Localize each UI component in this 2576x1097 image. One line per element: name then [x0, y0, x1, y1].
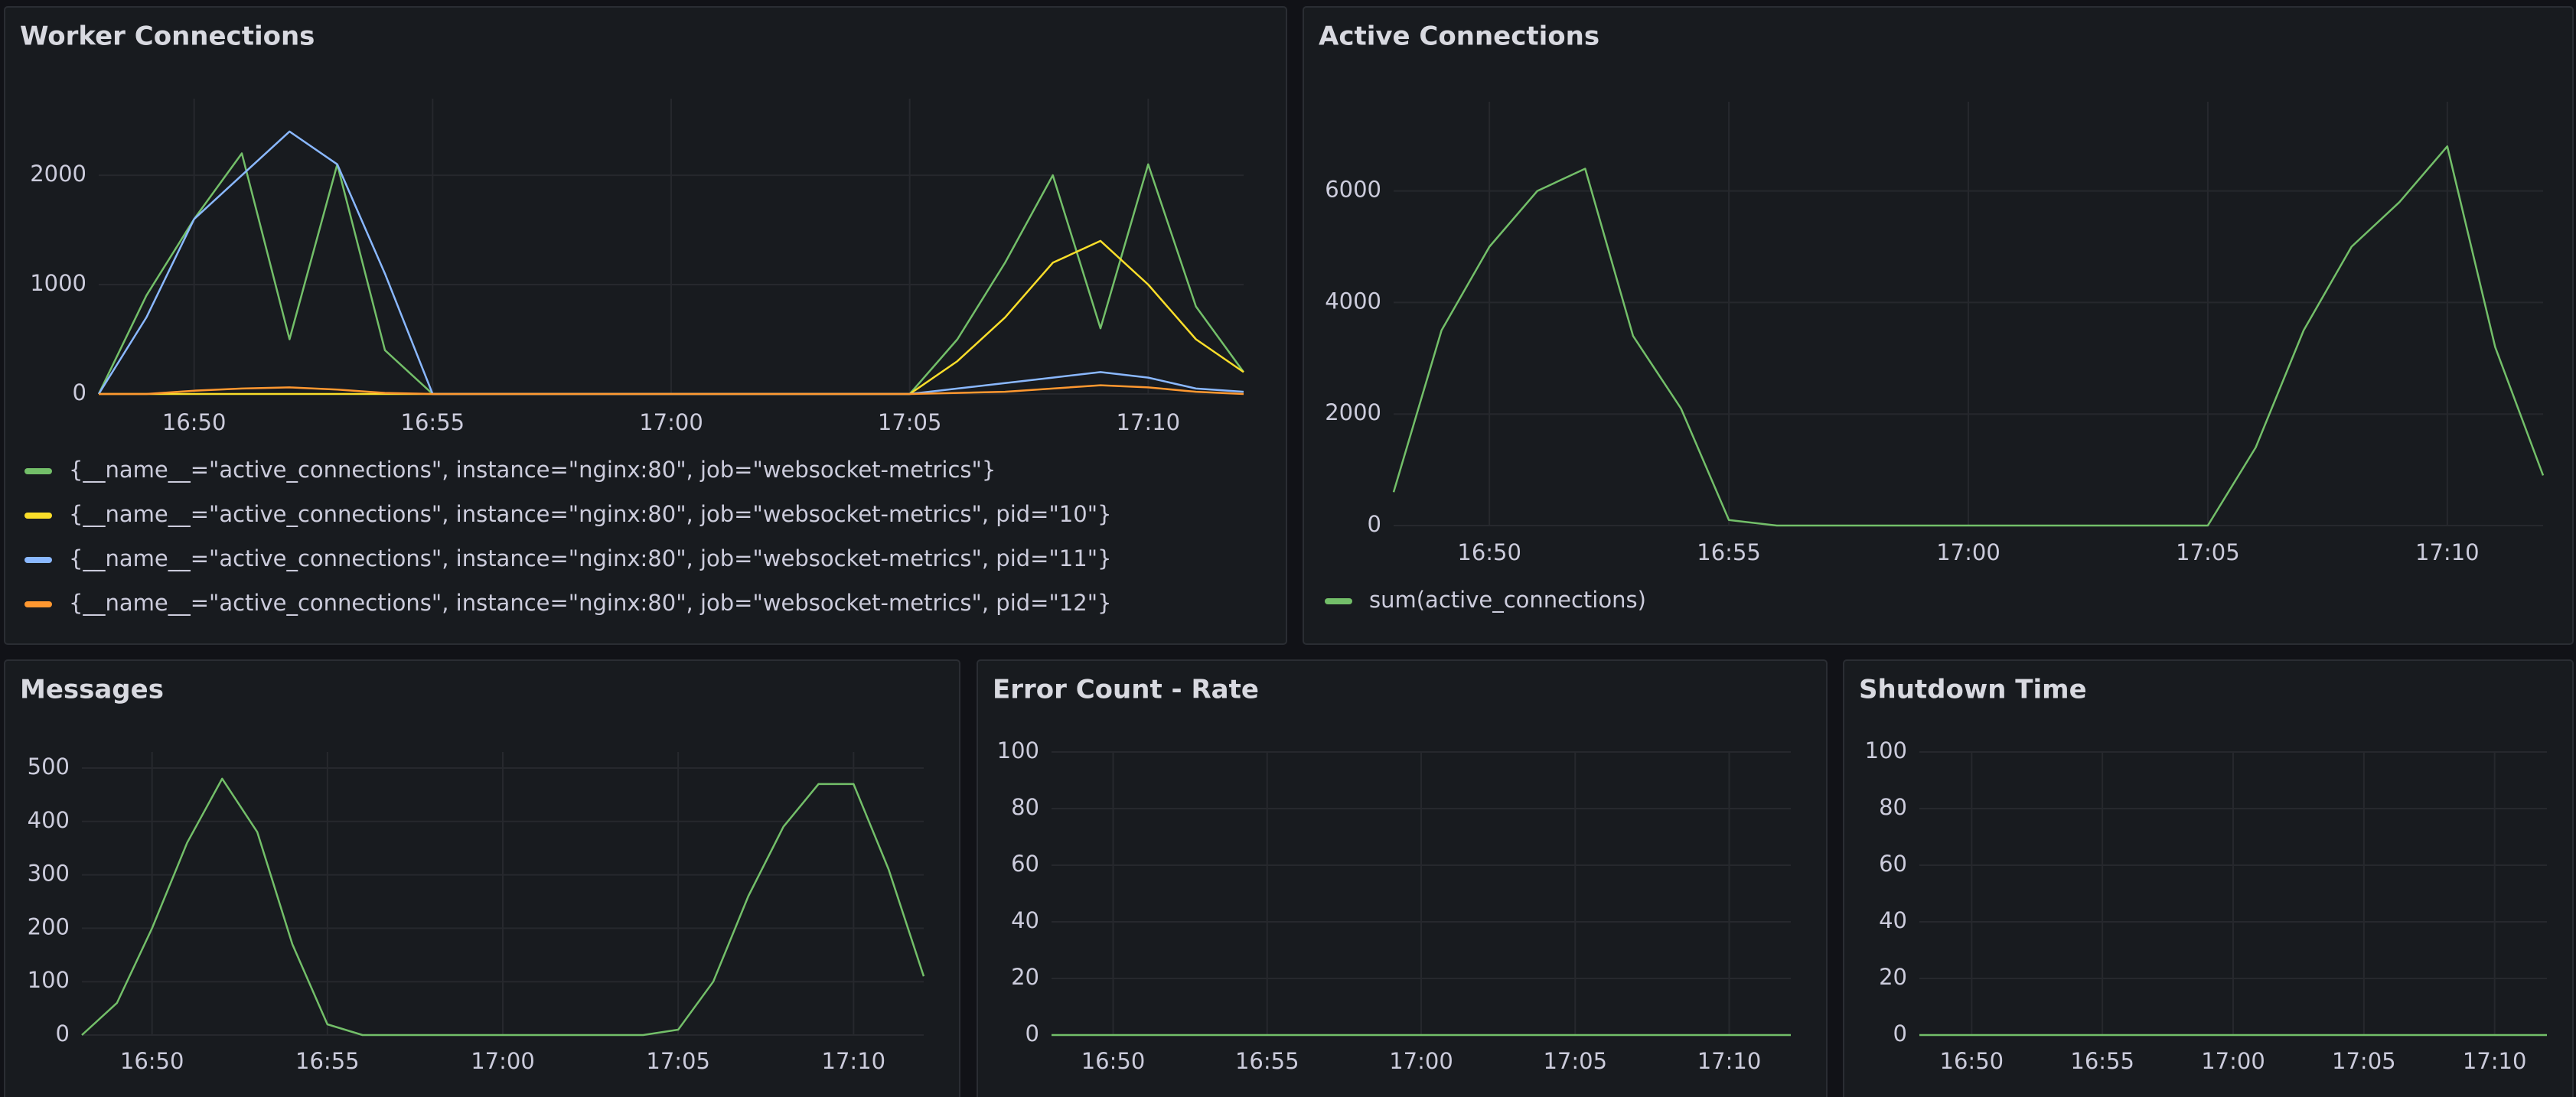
legend-label: {__name__="active_connections", instance…	[69, 457, 996, 483]
panel-title: Shutdown Time	[1859, 675, 2087, 705]
panel	[1303, 6, 2574, 645]
y-tick-label: 1000	[30, 270, 86, 296]
y-tick-label: 80	[1011, 794, 1039, 820]
y-tick-label: 20	[1011, 964, 1039, 990]
y-tick-label: 500	[28, 754, 70, 780]
panel	[4, 6, 1287, 645]
y-tick-label: 300	[28, 861, 70, 887]
y-tick-label: 100	[28, 967, 70, 993]
panel-title: Messages	[20, 675, 164, 705]
y-tick-label: 100	[997, 737, 1039, 763]
panel	[1843, 659, 2574, 1097]
panel-title: Error Count - Rate	[993, 675, 1259, 705]
x-tick-label: 17:10	[2463, 1048, 2527, 1074]
y-tick-label: 40	[1011, 907, 1039, 933]
legend-label: {__name__="active_connections", instance…	[69, 501, 1112, 527]
x-tick-label: 16:55	[1697, 539, 1761, 565]
x-tick-label: 16:50	[120, 1048, 184, 1074]
legend-label: {__name__="active_connections", instance…	[69, 545, 1112, 571]
y-tick-label: 0	[56, 1021, 70, 1047]
y-tick-label: 80	[1879, 794, 1907, 820]
panel-title: Active Connections	[1319, 21, 1599, 52]
x-tick-label: 17:10	[1697, 1048, 1762, 1074]
legend-label: sum(active_connections)	[1369, 587, 1646, 613]
y-tick-label: 4000	[1325, 288, 1381, 314]
x-tick-label: 17:05	[2332, 1048, 2396, 1074]
x-tick-label: 16:55	[1235, 1048, 1299, 1074]
panel-title: Worker Connections	[20, 21, 315, 52]
x-tick-label: 17:05	[1543, 1048, 1607, 1074]
y-tick-label: 40	[1879, 907, 1907, 933]
y-tick-label: 100	[1865, 737, 1907, 763]
x-tick-label: 17:05	[646, 1048, 710, 1074]
y-tick-label: 20	[1879, 964, 1907, 990]
y-tick-label: 2000	[1325, 399, 1381, 425]
y-tick-label: 400	[28, 807, 70, 833]
x-tick-label: 17:05	[2176, 539, 2240, 565]
x-tick-label: 16:50	[1940, 1048, 2004, 1074]
y-tick-label: 200	[28, 913, 70, 939]
x-tick-label: 17:05	[878, 409, 942, 435]
y-tick-label: 2000	[30, 161, 86, 187]
x-tick-label: 17:00	[639, 409, 703, 435]
x-tick-label: 16:50	[1457, 539, 1521, 565]
x-tick-label: 17:10	[822, 1048, 886, 1074]
x-tick-label: 17:00	[1389, 1048, 1453, 1074]
y-tick-label: 0	[1368, 511, 1381, 537]
y-tick-label: 6000	[1325, 177, 1381, 203]
x-tick-label: 16:50	[1081, 1048, 1146, 1074]
y-tick-label: 60	[1879, 851, 1907, 877]
x-tick-label: 17:00	[2201, 1048, 2265, 1074]
x-tick-label: 16:55	[295, 1048, 360, 1074]
x-tick-label: 16:55	[2070, 1048, 2134, 1074]
y-tick-label: 0	[1893, 1021, 1907, 1047]
series-line	[81, 777, 925, 1037]
panel	[977, 659, 1828, 1097]
x-tick-label: 16:55	[401, 409, 465, 435]
x-tick-label: 17:00	[1936, 539, 2000, 565]
x-tick-label: 16:50	[162, 409, 227, 435]
legend-label: {__name__="active_connections", instance…	[69, 590, 1112, 616]
series-line	[1392, 145, 2545, 527]
x-tick-label: 17:10	[1117, 409, 1181, 435]
y-tick-label: 0	[1026, 1021, 1039, 1047]
y-tick-label: 60	[1011, 851, 1039, 877]
y-tick-label: 0	[73, 379, 86, 405]
x-tick-label: 17:10	[2415, 539, 2480, 565]
panel	[4, 659, 960, 1097]
series-line	[99, 384, 1244, 396]
x-tick-label: 17:00	[471, 1048, 535, 1074]
